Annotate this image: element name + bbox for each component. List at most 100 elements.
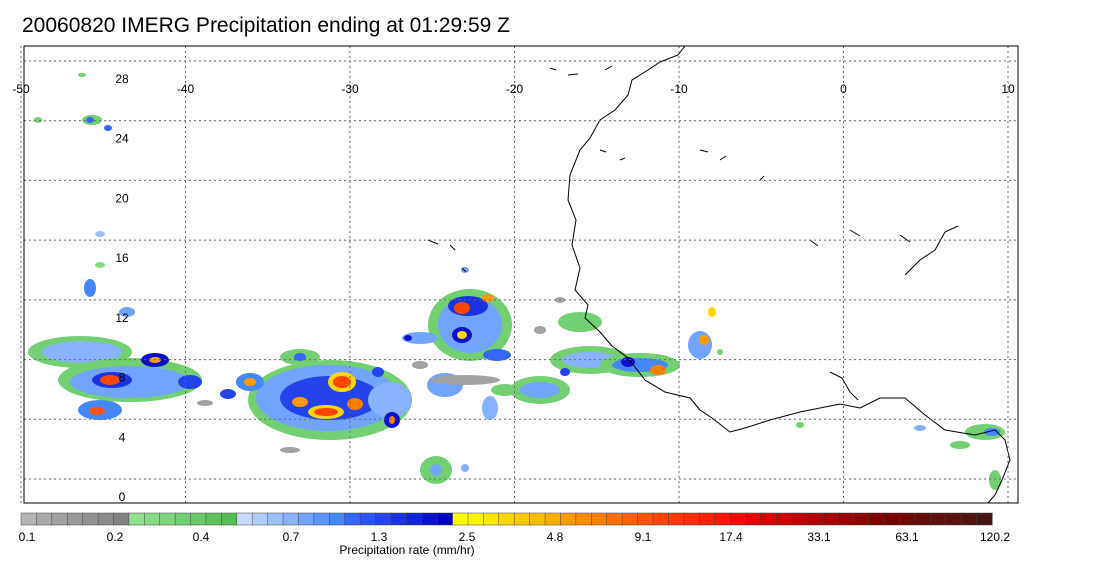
colorbar-swatch — [714, 512, 731, 526]
colorbar-swatch — [837, 512, 854, 526]
colorbar-swatch — [591, 512, 608, 526]
colorbar-swatch — [205, 512, 222, 526]
colorbar-swatch — [375, 512, 392, 526]
colorbar-swatch — [82, 512, 99, 526]
colorbar-tick-label: 33.1 — [807, 530, 831, 544]
colorbar-tick-labels: 0.1 0.2 0.4 0.7 1.3 2.5 4.8 9.1 17.4 33.1 63.1 120.… — [19, 530, 1011, 544]
canary-islands — [549, 65, 613, 76]
coastline — [427, 46, 1011, 503]
colorbar-swatch — [668, 512, 685, 526]
colorbar-swatch — [899, 512, 916, 526]
colorbar-swatch — [575, 512, 592, 526]
colorbar-swatch — [791, 512, 808, 526]
longitude-tick-label: 0 — [840, 82, 847, 96]
colorbar-swatch — [298, 512, 315, 526]
colorbar-swatch — [20, 512, 37, 526]
colorbar-tick-label: 0.2 — [107, 530, 124, 544]
colorbar-tick-label: 4.8 — [547, 530, 564, 544]
colorbar-swatch — [236, 512, 253, 526]
longitude-labels: -50 -40 -30 -20 -10 0 10 — [12, 82, 1015, 96]
colorbar-swatch — [190, 512, 207, 526]
colorbar-swatch — [97, 512, 115, 526]
latitude-tick-label: 24 — [115, 132, 129, 146]
colorbar-swatch — [698, 512, 716, 526]
colorbar-swatch — [221, 512, 238, 526]
colorbar-swatch — [513, 512, 531, 526]
precip-band-east — [491, 307, 723, 404]
colorbar-swatch — [51, 512, 68, 526]
africa-coastline — [567, 46, 1011, 503]
colorbar-swatch — [806, 512, 824, 526]
longitude-tick-label: -20 — [506, 82, 524, 96]
map-title: 20060820 IMERG Precipitation ending at 0… — [22, 14, 510, 37]
colorbar-swatch — [113, 512, 130, 526]
colorbar-swatch — [421, 512, 438, 526]
colorbar-swatch — [251, 512, 269, 526]
colorbar-swatch — [853, 512, 870, 526]
colorbar-swatch — [883, 512, 901, 526]
precipitation-field — [28, 73, 1005, 490]
colorbar-swatch — [544, 512, 561, 526]
colorbar-swatch — [406, 512, 423, 526]
colorbar-swatch — [729, 512, 746, 526]
longitude-tick-label: 10 — [1001, 82, 1015, 96]
cape-verde-islands — [427, 239, 467, 273]
colorbar-swatch — [467, 512, 484, 526]
colorbar-tick-label: 0.4 — [193, 530, 210, 544]
rivers-interior — [599, 149, 911, 247]
graticule — [20, 46, 1018, 503]
longitude-tick-label: -30 — [341, 82, 359, 96]
map-frame — [23, 45, 1019, 504]
colorbar-tick-label: 2.5 — [459, 530, 476, 544]
colorbar-swatch — [683, 512, 700, 526]
colorbar-tick-label: 63.1 — [895, 530, 919, 544]
colorbar-swatch — [159, 512, 176, 526]
latitude-tick-label: 12 — [115, 311, 129, 325]
colorbar-swatch — [745, 512, 762, 526]
colorbar-swatch — [436, 512, 454, 526]
niger-river — [904, 225, 959, 276]
colorbar-swatch — [760, 512, 777, 526]
precip-cluster-mid — [402, 267, 512, 484]
colorbar-swatch — [344, 512, 361, 526]
colorbar-tick-label: 17.4 — [719, 530, 743, 544]
colorbar-swatch — [976, 512, 993, 526]
colorbar-swatch — [930, 512, 947, 526]
colorbar-swatch — [36, 512, 53, 526]
precip-cluster-guinea — [796, 422, 1005, 490]
colorbar-swatch — [775, 512, 793, 526]
colorbar-swatch — [637, 512, 654, 526]
colorbar-swatch — [652, 512, 669, 526]
colorbar-swatch — [868, 512, 885, 526]
colorbar-swatch — [560, 512, 577, 526]
colorbar-swatch — [822, 512, 839, 526]
precip-cluster-west — [28, 73, 202, 420]
precip-cluster-central — [220, 349, 412, 440]
colorbar-swatch — [914, 512, 931, 526]
colorbar-tick-label: 120.2 — [980, 530, 1010, 544]
colorbar — [20, 512, 993, 526]
colorbar-label: Precipitation rate (mm/hr) — [339, 543, 474, 557]
colorbar-swatch — [452, 512, 469, 526]
colorbar-tick-label: 0.7 — [283, 530, 300, 544]
colorbar-swatch — [144, 512, 161, 526]
colorbar-swatch — [390, 512, 407, 526]
latitude-tick-label: 16 — [115, 251, 129, 265]
colorbar-swatch — [621, 512, 639, 526]
latitude-tick-label: 28 — [115, 72, 129, 86]
latitude-tick-label: 4 — [119, 430, 126, 444]
colorbar-swatch — [359, 512, 377, 526]
colorbar-swatch — [282, 512, 299, 526]
colorbar-swatch — [945, 512, 962, 526]
latitude-tick-label: 8 — [119, 371, 126, 385]
colorbar-swatch — [529, 512, 546, 526]
colorbar-swatch — [960, 512, 978, 526]
colorbar-swatch — [313, 512, 330, 526]
latitude-tick-label: 20 — [115, 191, 129, 205]
colorbar-swatch — [174, 512, 192, 526]
colorbar-tick-label: 1.3 — [371, 530, 388, 544]
colorbar-tick-label: 0.1 — [19, 530, 36, 544]
colorbar-swatch — [128, 512, 145, 526]
colorbar-tick-label: 9.1 — [635, 530, 652, 544]
